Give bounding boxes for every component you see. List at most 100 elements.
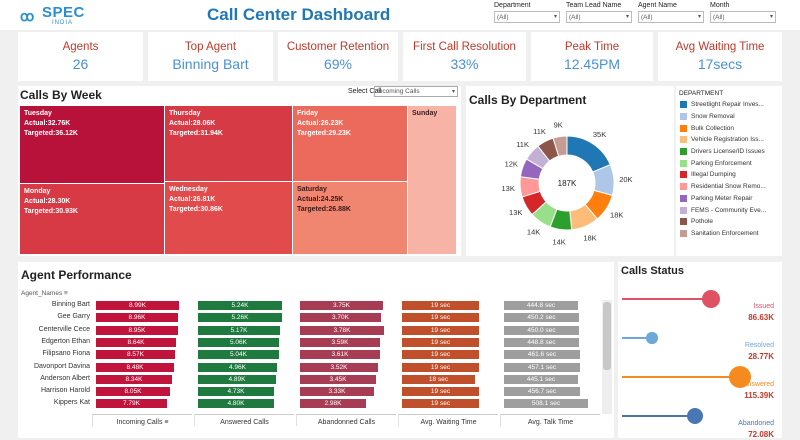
- agent-bar[interactable]: 450.2 sec: [504, 313, 579, 323]
- agent-bar[interactable]: 19 sec: [402, 337, 479, 347]
- agent-bar[interactable]: 3.61K: [300, 350, 380, 360]
- agent-bar[interactable]: 2.98K: [300, 399, 366, 409]
- agent-bar[interactable]: 456.7 sec: [504, 387, 580, 397]
- agent-bar[interactable]: 19 sec: [402, 350, 479, 360]
- legend-label: Parking Enforcement: [691, 159, 752, 167]
- legend-swatch: [680, 148, 687, 156]
- filter-team-lead-select[interactable]: (All) ▾: [566, 11, 632, 23]
- agent-bar[interactable]: 19 sec: [402, 362, 479, 372]
- select-call-dropdown[interactable]: Incoming Calls ▾: [374, 86, 458, 97]
- agent-bar[interactable]: 444.8 sec: [504, 301, 578, 310]
- legend-item[interactable]: Sanitation Enforcement: [676, 228, 782, 240]
- filter-agent-name-label: Agent Name: [638, 2, 677, 9]
- agent-bar[interactable]: 5.26K: [198, 313, 282, 323]
- agent-bar[interactable]: 19 sec: [402, 301, 479, 310]
- legend-label: Residential Snow Remo...: [691, 183, 766, 191]
- scrollbar[interactable]: [602, 300, 612, 414]
- filter-month-select[interactable]: (All) ▾: [710, 11, 776, 23]
- agent-bar[interactable]: 8.95K: [96, 325, 178, 335]
- status-line: [622, 337, 652, 339]
- status-dot[interactable]: [646, 332, 658, 344]
- agent-bar[interactable]: 19 sec: [402, 387, 479, 397]
- legend-swatch: [680, 229, 687, 237]
- agent-bar[interactable]: 450.0 sec: [504, 325, 579, 335]
- agent-bar[interactable]: 5.17K: [198, 325, 280, 335]
- legend-item[interactable]: FEMS - Community Eve...: [676, 204, 782, 216]
- agent-bar[interactable]: 457.1 sec: [504, 362, 580, 372]
- filter-department-select[interactable]: (All) ▾: [494, 11, 560, 23]
- agent-bar[interactable]: 8.34K: [96, 374, 172, 384]
- tile-actual: Actual:26.23K: [297, 120, 344, 127]
- agent-bar[interactable]: 4.73K: [198, 387, 274, 397]
- calls-status-title: Calls Status: [621, 265, 684, 277]
- tile-target: Targeted:36.12K: [24, 130, 78, 137]
- legend-item[interactable]: Snow Removal: [676, 111, 782, 123]
- agent-bar[interactable]: 461.6 sec: [504, 350, 580, 360]
- legend-item[interactable]: Residential Snow Remo...: [676, 181, 782, 193]
- legend-swatch: [680, 101, 687, 109]
- legend-item[interactable]: Drivers License/ID Issues: [676, 146, 782, 158]
- legend-item[interactable]: Illegal Dumping: [676, 169, 782, 181]
- agent-bar[interactable]: 4.80K: [198, 399, 274, 409]
- agent-bar[interactable]: 19 sec: [402, 399, 479, 409]
- agent-bar[interactable]: 3.59K: [300, 337, 380, 347]
- agent-bar[interactable]: 3.52K: [300, 362, 378, 372]
- agent-bar[interactable]: 8.05K: [96, 387, 170, 397]
- agent-names-header[interactable]: Agent_Names ≡: [21, 290, 68, 297]
- filter-agent-name-select[interactable]: (All) ▾: [638, 11, 704, 23]
- column-header[interactable]: Incoming Calls ≡: [92, 414, 192, 426]
- column-header[interactable]: Avg. Talk Time: [500, 414, 600, 426]
- agent-bar[interactable]: 3.75K: [300, 301, 383, 310]
- agent-bar[interactable]: 3.33K: [300, 387, 374, 397]
- legend-item[interactable]: Parking Enforcement: [676, 157, 782, 169]
- agent-bar[interactable]: 4.89K: [198, 374, 276, 384]
- agent-bar[interactable]: 5.24K: [198, 301, 282, 310]
- agent-bar[interactable]: 8.64K: [96, 337, 176, 347]
- week-tile-wednesday[interactable]: Wednesday Actual:26.81K Targeted:30.86K: [165, 182, 292, 254]
- agent-bar[interactable]: 18 sec: [402, 374, 475, 384]
- status-dot[interactable]: [701, 289, 721, 309]
- agent-bar[interactable]: 8.57K: [96, 350, 175, 360]
- donut-label-11: 9K: [554, 121, 563, 130]
- agent-bar[interactable]: 508.1 sec: [504, 399, 588, 409]
- agent-bar[interactable]: 5.04K: [198, 350, 279, 360]
- legend-label: Drivers License/ID Issues: [691, 148, 765, 156]
- agent-bar[interactable]: 3.45K: [300, 374, 376, 384]
- kpi-agents: Agents 26: [18, 32, 143, 81]
- agent-bar[interactable]: 19 sec: [402, 325, 479, 335]
- legend-item[interactable]: Streetlight Repair Inves...: [676, 99, 782, 111]
- week-tile-friday[interactable]: Friday Actual:26.23K Targeted:29.23K: [293, 106, 407, 181]
- week-tile-saturday[interactable]: Saturday Actual:24.25K Targeted:26.88K: [293, 182, 407, 254]
- agent-bar[interactable]: 19 sec: [402, 313, 479, 323]
- agent-bar[interactable]: 4.96K: [198, 362, 277, 372]
- column-header[interactable]: Abandonned Calls: [296, 414, 396, 426]
- tile-actual: Actual:32.76K: [24, 120, 71, 127]
- scrollbar-thumb[interactable]: [603, 302, 611, 370]
- column-header[interactable]: Avg. Waiting Time: [398, 414, 498, 426]
- donut-slice-0[interactable]: [566, 135, 611, 173]
- agent-bar[interactable]: 5.06K: [198, 337, 279, 347]
- agent-bar[interactable]: 8.48K: [96, 362, 174, 372]
- tile-day: Thursday: [169, 110, 201, 117]
- donut-slice-11[interactable]: [552, 135, 568, 157]
- agent-bar[interactable]: 445.1 sec: [504, 374, 578, 384]
- legend-item[interactable]: Bulk Collection: [676, 122, 782, 134]
- column-header[interactable]: Answered Calls: [194, 414, 294, 426]
- legend-item[interactable]: Parking Meter Repair: [676, 193, 782, 205]
- agent-bar[interactable]: 3.70K: [300, 313, 381, 323]
- filter-agent-name: Agent Name (All) ▾: [638, 2, 704, 28]
- week-tile-tuesday[interactable]: Tuesday Actual:32.76K Targeted:36.12K: [20, 106, 164, 183]
- agent-bar[interactable]: 3.78K: [300, 325, 384, 335]
- status-dot[interactable]: [729, 366, 751, 388]
- agent-bar[interactable]: 448.8 sec: [504, 337, 579, 347]
- department-donut-chart: 35K 20K 18K 18K 14K 14K 13K 13K 12K 11K 11K 9K 187K: [502, 121, 633, 247]
- week-tile-thursday[interactable]: Thursday Actual:28.06K Targeted:31.94K: [165, 106, 292, 181]
- legend-item[interactable]: Pothole: [676, 216, 782, 228]
- agent-bar[interactable]: 7.79K: [96, 399, 167, 409]
- status-dot[interactable]: [686, 407, 704, 425]
- agent-bar[interactable]: 8.96K: [96, 313, 178, 323]
- week-tile-sunday[interactable]: Sunday: [408, 106, 456, 254]
- legend-item[interactable]: Vehicle Registration Iss...: [676, 134, 782, 146]
- agent-bar[interactable]: 8.99K: [96, 301, 179, 310]
- week-tile-monday[interactable]: Monday Actual:28.30K Targeted:30.93K: [20, 184, 164, 254]
